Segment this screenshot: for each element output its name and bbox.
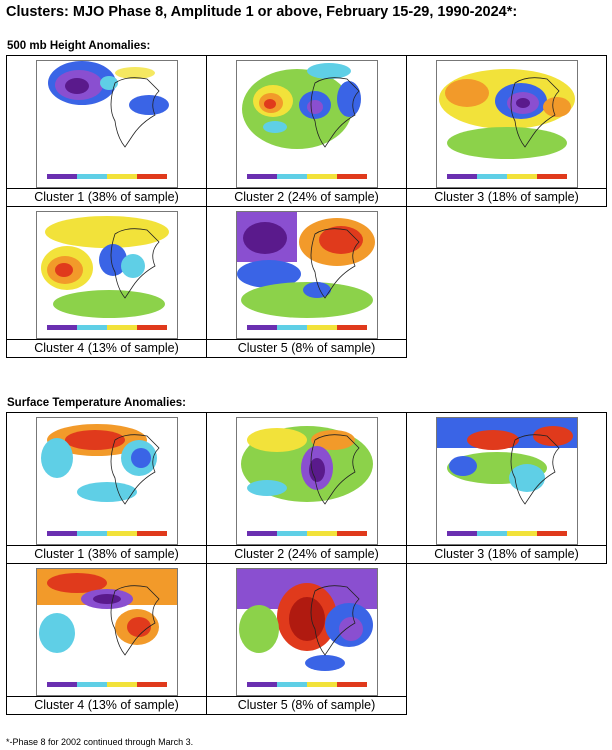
height-panel-cluster-5: Cluster 5 (8% of sample) (206, 206, 407, 358)
section-heading-height: 500 mb Height Anomalies: (7, 40, 151, 52)
panel-caption: Cluster 4 (13% of sample) (7, 696, 206, 714)
height-panel-cluster-4: Cluster 4 (13% of sample) (6, 206, 207, 358)
height-panel-cluster-1: Cluster 1 (38% of sample) (6, 55, 207, 207)
height-map-graphic (36, 212, 177, 330)
height-map-cluster-1 (35, 60, 178, 188)
height-map-graphic (436, 61, 577, 179)
panel-caption: Cluster 4 (13% of sample) (7, 339, 206, 357)
temperature-map-cluster-3 (435, 417, 578, 545)
empty-cell (407, 564, 607, 715)
temperature-panel-cluster-5: Cluster 5 (8% of sample) (206, 563, 407, 715)
temperature-map-cluster-5 (235, 568, 378, 696)
height-panel-cluster-3: Cluster 3 (18% of sample) (406, 55, 607, 207)
height-map-graphic (36, 61, 177, 179)
temperature-panel-cluster-1: Cluster 1 (38% of sample) (6, 412, 207, 564)
temperature-map-graphic (36, 569, 177, 687)
height-map-cluster-5 (235, 211, 378, 339)
temperature-map-graphic (236, 418, 377, 536)
page-title: Clusters: MJO Phase 8, Amplitude 1 or ab… (6, 4, 518, 20)
temperature-map-cluster-1 (35, 417, 178, 545)
panel-caption: Cluster 5 (8% of sample) (207, 696, 406, 714)
temperature-map-cluster-4 (35, 568, 178, 696)
temperature-map-graphic (236, 569, 377, 687)
panel-caption: Cluster 5 (8% of sample) (207, 339, 406, 357)
temperature-panel-cluster-2: Cluster 2 (24% of sample) (206, 412, 407, 564)
temperature-map-graphic (36, 418, 177, 536)
panel-caption: Cluster 1 (38% of sample) (7, 545, 206, 563)
height-map-graphic (236, 212, 377, 330)
panel-caption: Cluster 2 (24% of sample) (207, 188, 406, 206)
section-heading-temperature: Surface Temperature Anomalies: (7, 397, 186, 409)
panel-caption: Cluster 3 (18% of sample) (407, 188, 606, 206)
footnote: *-Phase 8 for 2002 continued through Mar… (6, 737, 194, 747)
height-panel-cluster-2: Cluster 2 (24% of sample) (206, 55, 407, 207)
empty-cell (407, 207, 607, 358)
panel-caption: Cluster 2 (24% of sample) (207, 545, 406, 563)
temperature-map-graphic (436, 418, 577, 536)
temperature-panel-cluster-3: Cluster 3 (18% of sample) (406, 412, 607, 564)
temperature-map-cluster-2 (235, 417, 378, 545)
height-map-cluster-2 (235, 60, 378, 188)
height-map-cluster-4 (35, 211, 178, 339)
panel-caption: Cluster 1 (38% of sample) (7, 188, 206, 206)
panel-caption: Cluster 3 (18% of sample) (407, 545, 606, 563)
temperature-anomaly-grid: Cluster 1 (38% of sample) (6, 412, 607, 715)
height-map-cluster-3 (435, 60, 578, 188)
temperature-panel-cluster-4: Cluster 4 (13% of sample) (6, 563, 207, 715)
height-anomaly-grid: Cluster 1 (38% of sample) (6, 55, 607, 358)
height-map-graphic (236, 61, 377, 179)
